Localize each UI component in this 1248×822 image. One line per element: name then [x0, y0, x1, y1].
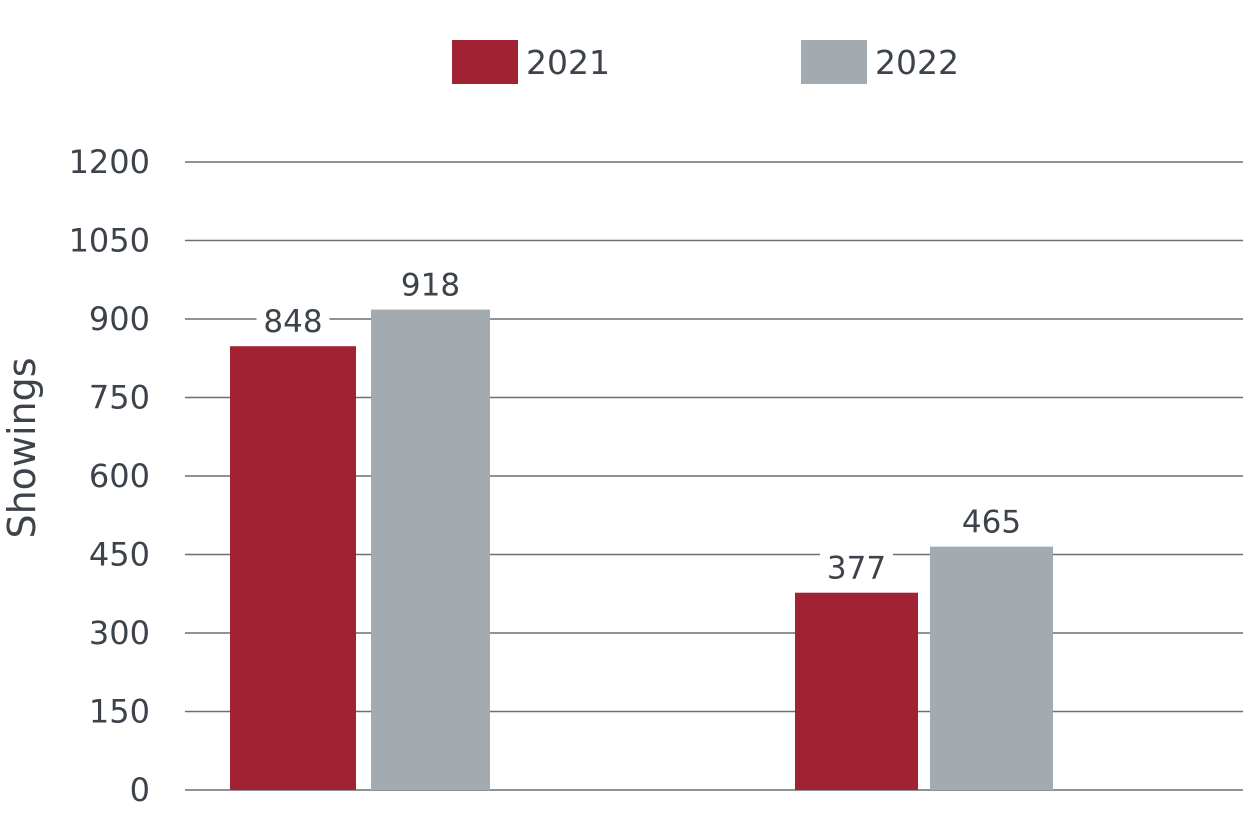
y-axis-title: Showings [0, 357, 44, 538]
y-tick-label: 0 [130, 771, 150, 809]
gridlines [185, 161, 1243, 791]
data-label-2022-1: 918 [401, 268, 460, 304]
data-label-2021-1: 848 [263, 304, 322, 340]
legend-label-2022: 2022 [875, 43, 959, 82]
data-label-2022-2: 465 [962, 505, 1021, 541]
y-tick-label: 1200 [69, 143, 150, 181]
legend-swatch-2021 [452, 40, 518, 84]
y-tick-label: 900 [89, 300, 150, 338]
legend: 2021 2022 [452, 40, 959, 84]
y-tick-label: 300 [89, 614, 150, 652]
y-tick-label: 450 [89, 536, 150, 574]
data-label-bg [394, 265, 467, 302]
bar-2021-2 [795, 592, 918, 790]
data-label-bg [955, 502, 1028, 539]
data-label-bg [820, 548, 893, 585]
bar-2021-1 [230, 346, 356, 790]
bar-2022-1 [371, 309, 490, 790]
data-label-bg [256, 302, 330, 339]
legend-label-2021: 2021 [526, 43, 610, 82]
data-label-2021-2: 377 [827, 551, 886, 587]
bar-2022-2 [930, 546, 1053, 790]
y-tick-label: 600 [89, 457, 150, 495]
y-axis-ticks: 0 150 300 450 600 750 900 1050 1200 [69, 143, 150, 809]
y-tick-label: 150 [89, 693, 150, 731]
y-tick-label: 1050 [69, 222, 150, 260]
data-labels: 848 377 918 465 [256, 265, 1028, 587]
y-tick-label: 750 [89, 379, 150, 417]
bars [230, 309, 1053, 790]
legend-swatch-2022 [801, 40, 867, 84]
